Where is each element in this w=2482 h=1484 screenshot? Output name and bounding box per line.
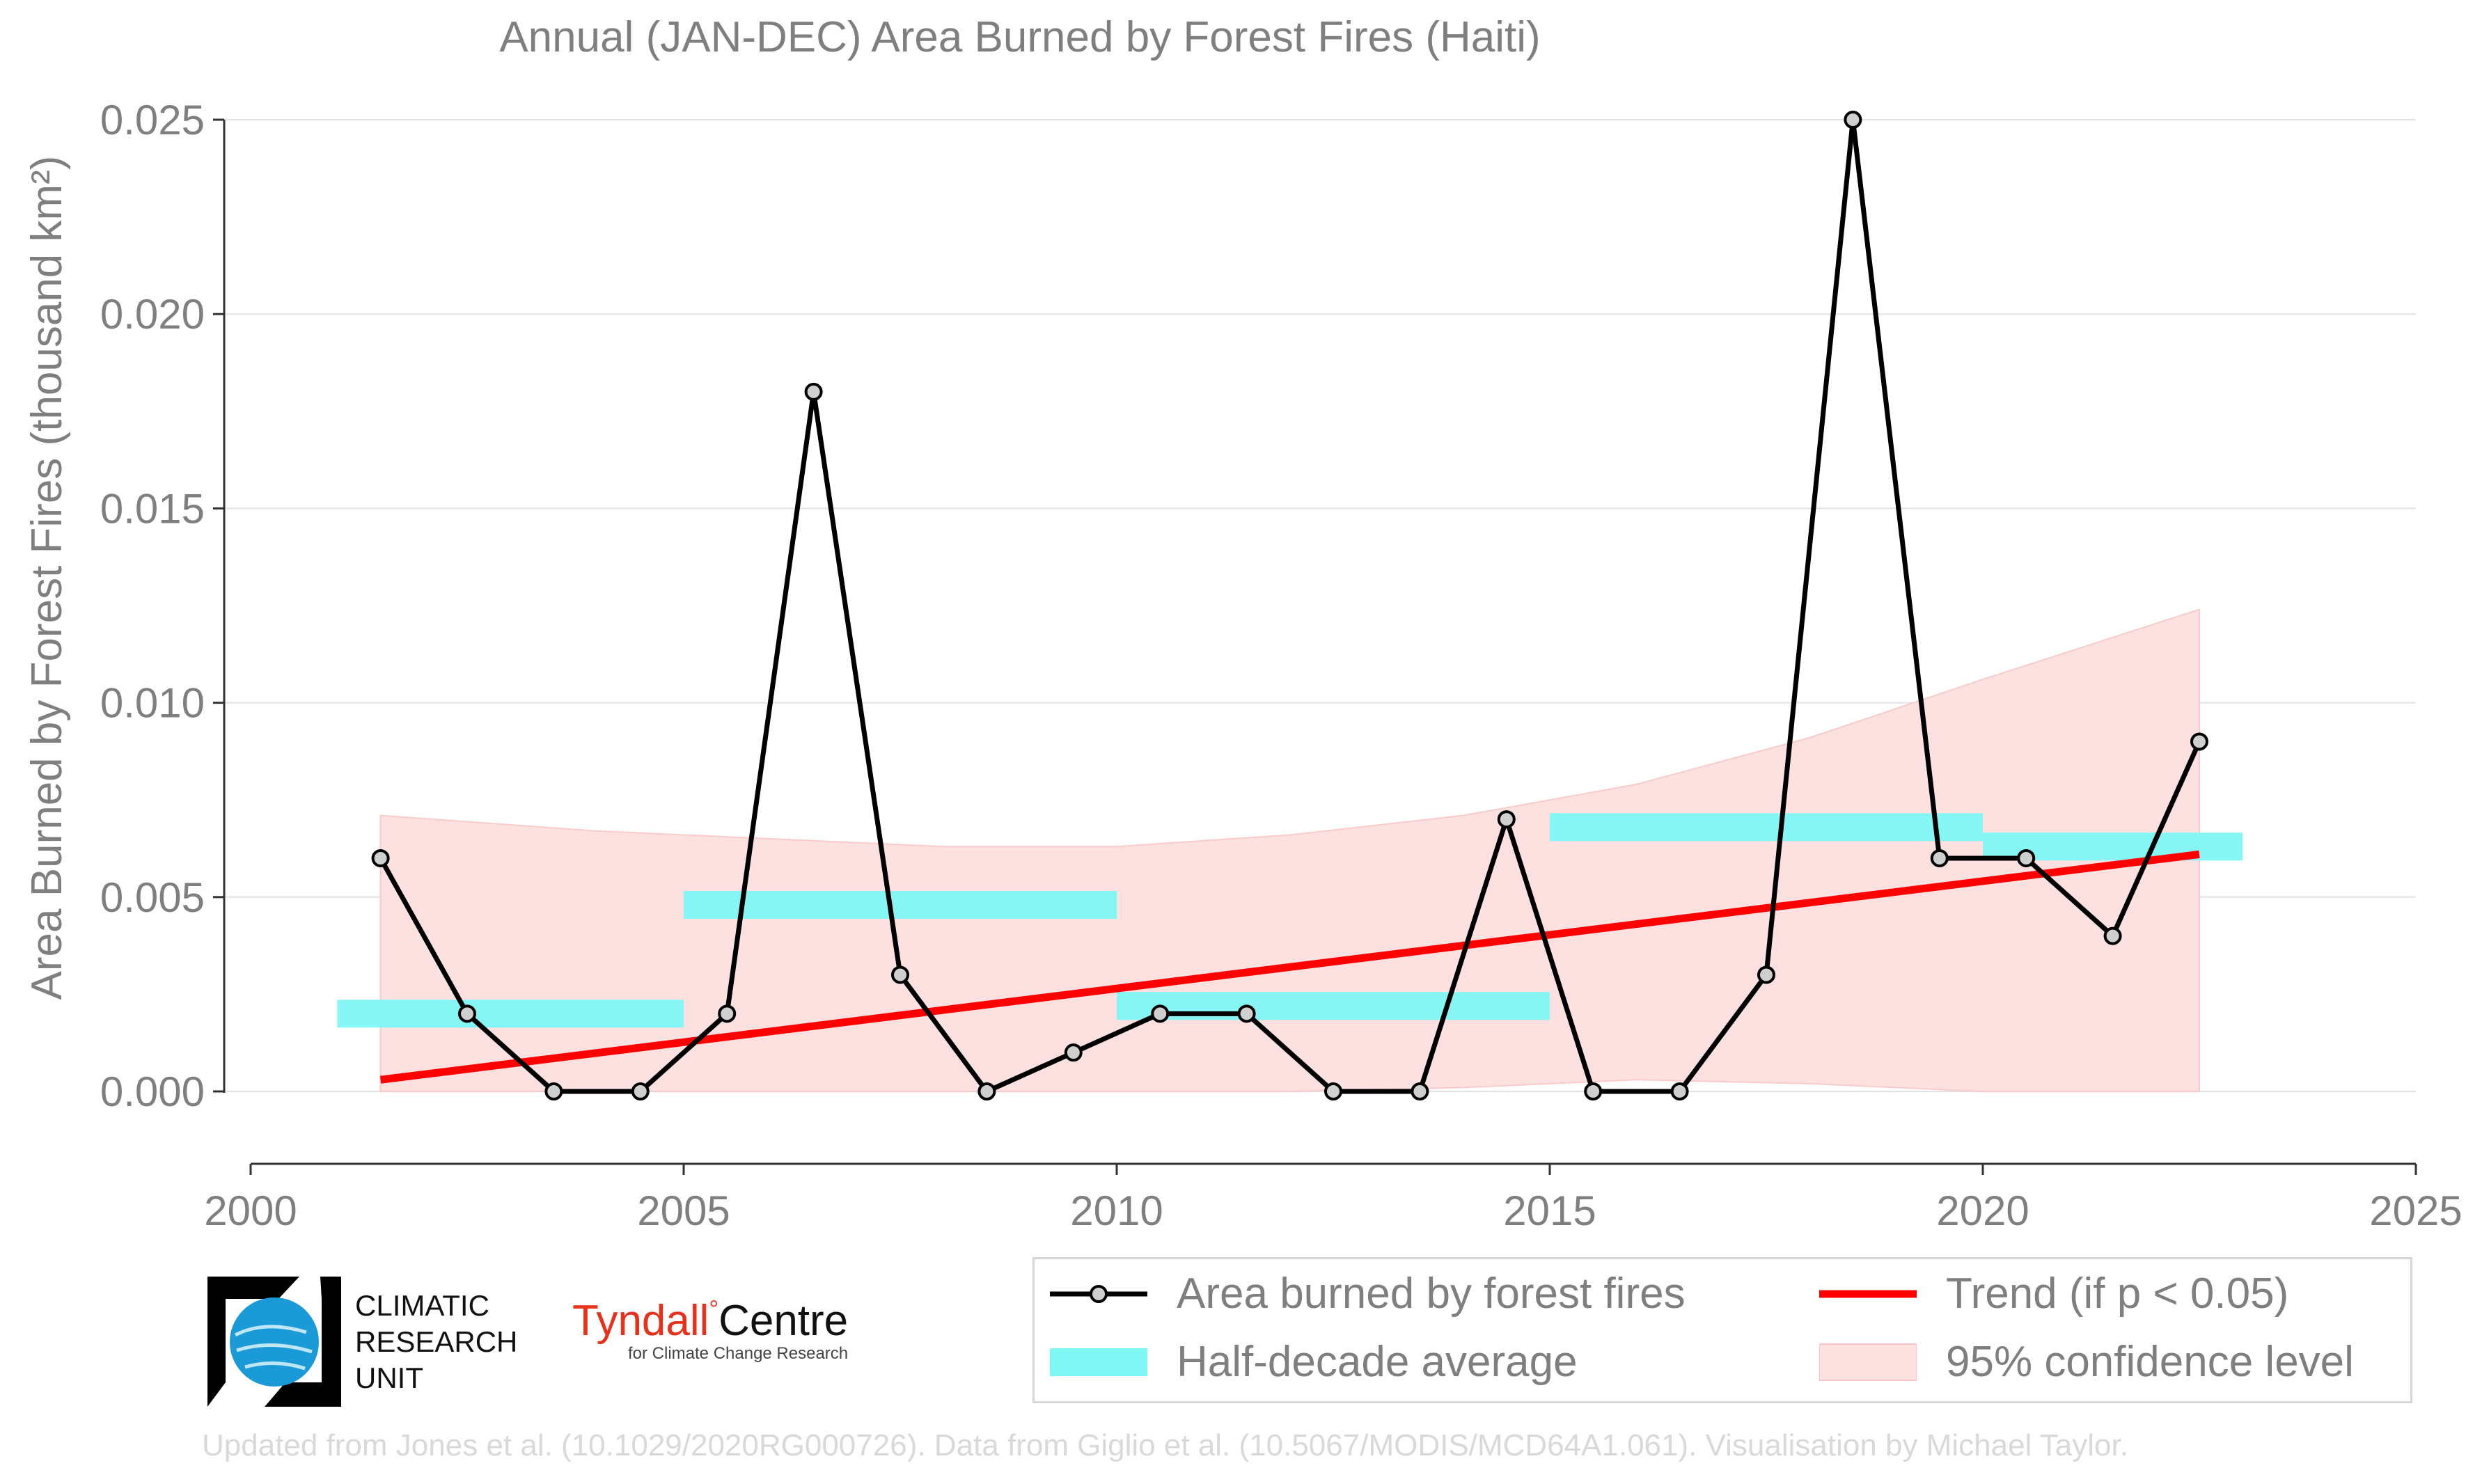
data-point xyxy=(1411,1082,1429,1100)
tyndall-name: Tyndall xyxy=(572,1297,709,1345)
data-point xyxy=(1670,1082,1689,1100)
tyndall-subtitle: for Climate Change Research xyxy=(628,1344,849,1363)
data-point xyxy=(458,1004,476,1023)
legend-label: Half-decade average xyxy=(1177,1338,1578,1386)
data-point xyxy=(2017,848,2036,867)
legend-label: Trend (if p < 0.05) xyxy=(1946,1270,2289,1318)
trend-line-segment xyxy=(379,850,2200,1084)
half-decade-bar xyxy=(337,1000,684,1028)
x-tick-label: 2000 xyxy=(204,1187,297,1234)
x-tick-label: 2010 xyxy=(1070,1187,1163,1234)
data-point xyxy=(1064,1043,1083,1062)
legend-label: Area burned by forest fires xyxy=(1177,1270,1686,1318)
legend-item-half-decade: Half-decade average xyxy=(1050,1337,1578,1387)
tyndall-logo: Tyndall°Centre for Climate Change Resear… xyxy=(572,1296,849,1363)
half-decade-bar xyxy=(1550,813,1983,842)
trend-line xyxy=(379,850,2200,1084)
data-point xyxy=(891,965,909,984)
cru-line-2: RESEARCH xyxy=(355,1325,518,1358)
axes: 0.000 0.005 0.010 0.015 0.020 0.025 2000 2005 20… xyxy=(100,97,2463,1234)
data-point xyxy=(1497,810,1516,829)
legend-cyan-bar-icon xyxy=(1050,1348,1147,1376)
area-burned-line xyxy=(378,117,2202,1094)
y-axis-label: Area Burned by Forest Fires (thousand km… xyxy=(23,156,71,1000)
data-point xyxy=(804,382,823,401)
y-tick-label: 0.000 xyxy=(100,1068,205,1115)
x-tick-label: 2020 xyxy=(1936,1187,2029,1234)
cru-logo xyxy=(207,1277,341,1407)
data-point xyxy=(544,1082,563,1100)
y-tick-label: 0.005 xyxy=(100,874,205,921)
legend: Area burned by forest fires Trend (if p … xyxy=(1032,1257,2412,1403)
x-tick-label: 2025 xyxy=(2369,1187,2462,1234)
data-point xyxy=(1151,1004,1170,1023)
legend-red-line-icon xyxy=(1819,1290,1917,1297)
data-point xyxy=(371,848,390,867)
data-point xyxy=(2190,732,2208,751)
y-tick-label: 0.015 xyxy=(100,485,205,532)
confidence-area xyxy=(379,608,2200,1092)
data-point xyxy=(1237,1004,1256,1023)
x-tick-label: 2015 xyxy=(1503,1187,1596,1234)
cru-wordmark: CLIMATIC RESEARCH UNIT xyxy=(355,1288,517,1396)
data-point xyxy=(977,1082,996,1100)
data-point xyxy=(1930,848,1949,867)
confidence-band xyxy=(379,608,2200,1092)
data-point xyxy=(1844,111,1862,129)
data-point xyxy=(1584,1082,1603,1100)
data-point xyxy=(718,1004,737,1023)
legend-item-area-burned: Area burned by forest fires xyxy=(1050,1269,1686,1318)
legend-line-marker-icon xyxy=(1050,1284,1147,1303)
footer-credit: Updated from Jones et al. (10.1029/2020R… xyxy=(202,1428,2128,1462)
half-decade-bar xyxy=(684,890,1117,919)
y-tick-label: 0.020 xyxy=(100,291,205,338)
legend-item-confidence: 95% confidence level xyxy=(1819,1337,2354,1387)
data-point xyxy=(631,1082,650,1100)
y-tick-label: 0.010 xyxy=(100,680,205,727)
data-point xyxy=(1757,965,1775,984)
legend-label: 95% confidence level xyxy=(1946,1338,2354,1386)
chart-title: Annual (JAN-DEC) Area Burned by Forest F… xyxy=(499,13,1541,61)
x-tick-label: 2005 xyxy=(637,1187,730,1234)
data-point xyxy=(1324,1082,1342,1100)
legend-item-trend: Trend (if p < 0.05) xyxy=(1819,1269,2288,1318)
legend-pink-area-icon xyxy=(1819,1343,1917,1381)
cru-line-3: UNIT xyxy=(355,1361,423,1394)
y-tick-label: 0.025 xyxy=(100,97,205,143)
tyndall-centre: Centre xyxy=(718,1297,849,1345)
data-point xyxy=(2103,926,2122,945)
area-burned-series xyxy=(371,111,2208,1100)
cru-line-1: CLIMATIC xyxy=(355,1289,489,1322)
